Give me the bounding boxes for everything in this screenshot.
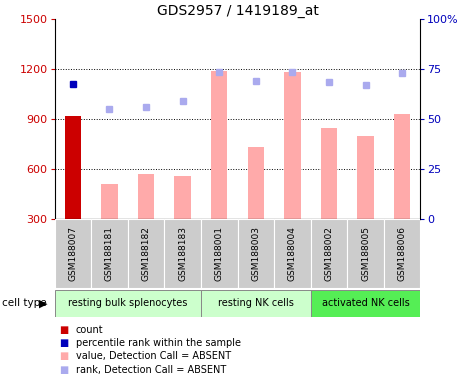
Text: GSM188006: GSM188006: [398, 226, 407, 281]
Text: GSM188182: GSM188182: [142, 226, 151, 281]
Bar: [201, 290, 311, 317]
Text: count: count: [76, 325, 104, 335]
Text: GSM188001: GSM188001: [215, 226, 224, 281]
Bar: [321, 128, 337, 219]
Text: GSM188183: GSM188183: [178, 226, 187, 281]
Text: rank, Detection Call = ABSENT: rank, Detection Call = ABSENT: [76, 364, 226, 374]
Text: GSM188005: GSM188005: [361, 226, 370, 281]
Text: GSM188002: GSM188002: [324, 226, 333, 281]
Text: GSM188003: GSM188003: [251, 226, 260, 281]
Text: cell type: cell type: [2, 298, 47, 308]
Text: resting bulk splenocytes: resting bulk splenocytes: [68, 298, 188, 308]
Text: GSM188181: GSM188181: [105, 226, 114, 281]
Text: ▶: ▶: [39, 298, 48, 308]
Bar: [164, 219, 201, 288]
Bar: [138, 174, 154, 219]
Text: ■: ■: [59, 351, 68, 361]
Bar: [384, 219, 420, 288]
Text: percentile rank within the sample: percentile rank within the sample: [76, 338, 241, 348]
Bar: [65, 116, 81, 219]
Bar: [394, 114, 410, 219]
Title: GDS2957 / 1419189_at: GDS2957 / 1419189_at: [157, 4, 318, 18]
Bar: [201, 219, 238, 288]
Bar: [211, 71, 228, 219]
Bar: [274, 219, 311, 288]
Text: value, Detection Call = ABSENT: value, Detection Call = ABSENT: [76, 351, 231, 361]
Text: GSM188007: GSM188007: [68, 226, 77, 281]
Bar: [55, 290, 201, 317]
Bar: [311, 219, 347, 288]
Bar: [247, 147, 264, 219]
Bar: [347, 219, 384, 288]
Text: ■: ■: [59, 325, 68, 335]
Bar: [128, 219, 164, 288]
Text: ■: ■: [59, 338, 68, 348]
Text: resting NK cells: resting NK cells: [218, 298, 294, 308]
Bar: [101, 184, 118, 219]
Bar: [311, 290, 420, 317]
Bar: [238, 219, 274, 288]
Text: ■: ■: [59, 364, 68, 374]
Text: GSM188004: GSM188004: [288, 226, 297, 281]
Bar: [55, 219, 91, 288]
Bar: [284, 73, 301, 219]
Bar: [174, 175, 191, 219]
Text: activated NK cells: activated NK cells: [322, 298, 409, 308]
Bar: [91, 219, 128, 288]
Bar: [357, 136, 374, 219]
